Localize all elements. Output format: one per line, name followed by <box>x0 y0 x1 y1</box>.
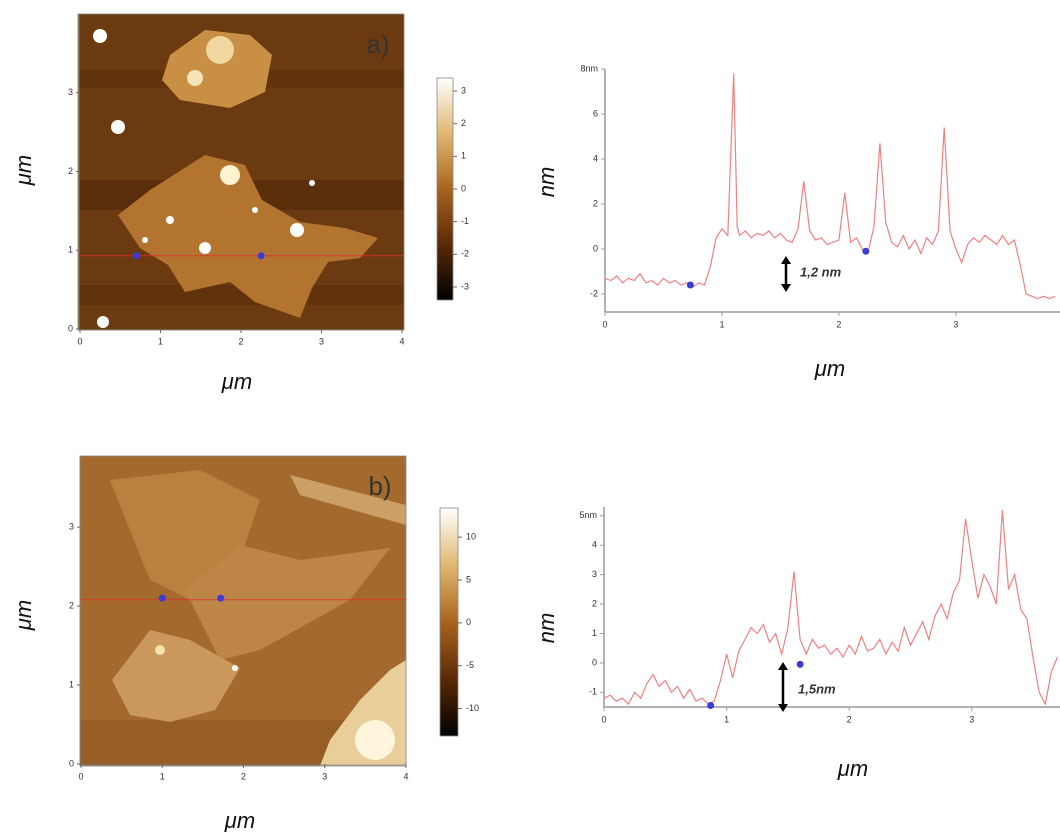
figure: 012340123μmμma)-3-2-101230123-202468nmμm… <box>0 0 1060 838</box>
colorbar-tick-label: -10 <box>466 703 479 713</box>
arrow-head <box>781 284 791 292</box>
y-tick-label: 0 <box>68 323 73 333</box>
panel-label: a) <box>366 29 389 59</box>
y-tick-label: 2 <box>593 198 598 208</box>
colorbar-tick-label: 5 <box>466 574 471 584</box>
cursor-marker <box>862 248 869 255</box>
profile-line <box>604 510 1058 704</box>
cursor-marker <box>797 661 804 668</box>
y-tick-label: 3 <box>69 521 74 531</box>
colorbar-tick-label: 10 <box>466 532 476 542</box>
y-tick-label: -2 <box>590 288 598 298</box>
y-tick-label: 0 <box>592 657 597 667</box>
colorbar-tick-label: -3 <box>461 281 469 291</box>
x-tick-label: 4 <box>399 336 404 346</box>
x-tick-label: 0 <box>77 336 82 346</box>
y-tick-label: 1 <box>592 628 597 638</box>
cursor-marker <box>133 252 140 259</box>
x-tick-label: 1 <box>158 336 163 346</box>
y-tick-label: 4 <box>593 153 598 163</box>
y-tick-label: 1 <box>68 245 73 255</box>
y-axis-label: μm <box>11 155 36 186</box>
colorbar-tick-label: 3 <box>461 85 466 95</box>
x-tick-label: 2 <box>238 336 243 346</box>
x-axis-label: μm <box>837 756 868 781</box>
colorbar-tick-label: -5 <box>466 660 474 670</box>
y-tick-label: 2 <box>69 600 74 610</box>
panel-label: b) <box>368 471 391 501</box>
x-tick-label: 0 <box>78 771 83 781</box>
cursor-marker <box>707 702 714 709</box>
colorbar-tick-label: -1 <box>461 216 469 226</box>
afm-image-b <box>80 456 406 766</box>
colorbar-tick-label: -2 <box>461 249 469 259</box>
arrow-head <box>778 704 788 712</box>
x-tick-label: 3 <box>969 714 974 724</box>
colorbar-tick-label: 2 <box>461 118 466 128</box>
x-tick-label: 2 <box>241 771 246 781</box>
y-tick-label: 4 <box>592 540 597 550</box>
cursor-marker <box>258 252 265 259</box>
y-tick-label: 5nm <box>579 510 597 520</box>
y-tick-label: 3 <box>592 569 597 579</box>
x-axis-label: μm <box>814 356 845 381</box>
x-axis-label: μm <box>224 808 255 833</box>
x-tick-label: 3 <box>953 319 958 329</box>
x-tick-label: 0 <box>601 714 606 724</box>
y-tick-label: 0 <box>69 758 74 768</box>
y-axis-label: nm <box>534 167 559 198</box>
colorbar-tick-label: 0 <box>466 617 471 627</box>
colorbar <box>440 508 458 736</box>
arrow-head <box>781 256 791 264</box>
colorbar-tick-label: 0 <box>461 183 466 193</box>
y-tick-label: -1 <box>589 687 597 697</box>
y-tick-label: 1 <box>69 679 74 689</box>
y-tick-label: 2 <box>68 166 73 176</box>
x-tick-label: 0 <box>602 319 607 329</box>
x-tick-label: 2 <box>847 714 852 724</box>
x-tick-label: 3 <box>322 771 327 781</box>
y-tick-label: 3 <box>68 87 73 97</box>
x-tick-label: 2 <box>836 319 841 329</box>
afm-image-a <box>78 14 404 330</box>
cursor-marker <box>217 595 224 602</box>
colorbar <box>437 78 453 300</box>
cursor-marker <box>159 595 166 602</box>
y-tick-label: 0 <box>593 243 598 253</box>
step-height-label: 1,5nm <box>798 681 836 696</box>
y-tick-label: 6 <box>593 108 598 118</box>
x-tick-label: 4 <box>403 771 408 781</box>
arrow-head <box>778 662 788 670</box>
x-axis-label: μm <box>221 369 252 394</box>
cursor-marker <box>687 282 694 289</box>
x-tick-label: 3 <box>319 336 324 346</box>
step-height-label: 1,2 nm <box>800 264 842 279</box>
y-axis-label: μm <box>11 600 36 631</box>
x-tick-label: 1 <box>160 771 165 781</box>
x-tick-label: 1 <box>724 714 729 724</box>
y-axis-label: nm <box>534 613 559 644</box>
colorbar-tick-label: 1 <box>461 151 466 161</box>
y-tick-label: 2 <box>592 598 597 608</box>
y-tick-label: 8nm <box>580 63 598 73</box>
x-tick-label: 1 <box>719 319 724 329</box>
